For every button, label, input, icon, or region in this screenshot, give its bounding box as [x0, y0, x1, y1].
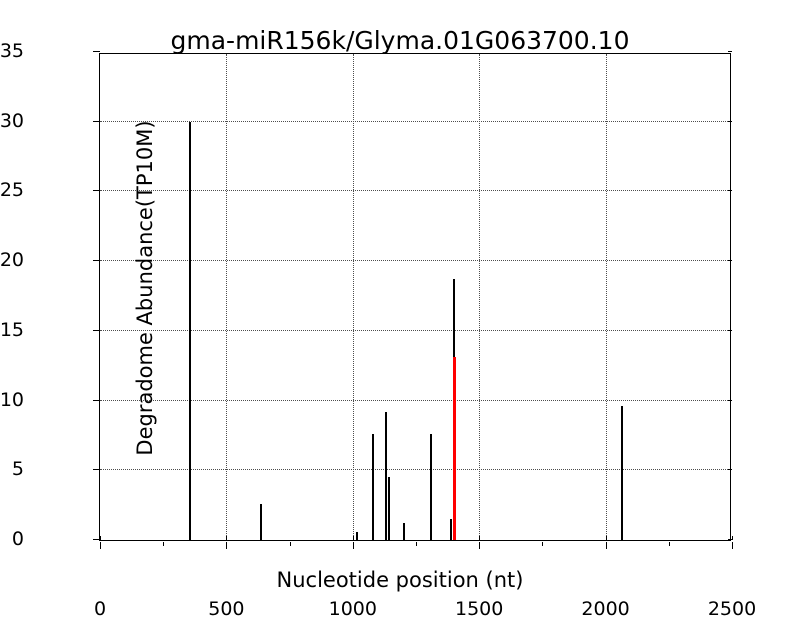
x-tick-label: 0 [93, 598, 107, 620]
y-tick [93, 190, 100, 192]
y-tick-inner [728, 539, 732, 540]
x-tick-minor [668, 542, 670, 546]
y-tick [93, 260, 100, 262]
y-tick-label: 15 [0, 318, 24, 341]
x-tick-minor [163, 542, 165, 546]
gridline-horizontal [100, 190, 730, 192]
y-tick [93, 51, 100, 52]
plot-area: 0 5 10 15 20 25 30 35 0 500 1000 1500 2000 2500 Degr… [0, 42, 756, 619]
bar-highlight [453, 357, 456, 540]
x-tick-label: 500 [208, 598, 245, 620]
gridline-horizontal [100, 399, 730, 401]
gridline-vertical [605, 54, 607, 540]
y-tick [93, 120, 100, 122]
bar [188, 121, 191, 540]
x-tick-inner [479, 536, 481, 540]
x-tick-minor [542, 542, 544, 546]
y-tick-label: 35 [0, 40, 24, 62]
gridline-horizontal [100, 469, 730, 471]
bar-series [100, 54, 730, 540]
x-tick-label: 1500 [455, 598, 504, 620]
bar [430, 434, 432, 540]
x-tick-inner [352, 536, 354, 540]
y-axis-title: Degradome Abundance(TP10M) [133, 120, 157, 456]
x-tick [100, 542, 101, 549]
gridline-horizontal [100, 120, 730, 122]
gridline-horizontal [100, 260, 730, 262]
y-tick-inner [728, 190, 732, 192]
y-tick-label: 30 [0, 109, 24, 132]
y-tick-inner [728, 51, 732, 52]
y-tick [93, 469, 100, 471]
x-tick [479, 542, 481, 549]
y-tick-inner [728, 260, 732, 262]
y-tick-label: 20 [0, 249, 24, 272]
x-tick-inner [732, 536, 733, 540]
y-tick-inner [728, 120, 732, 122]
bar [450, 519, 452, 540]
x-tick [605, 542, 607, 549]
bar [403, 523, 405, 540]
x-tick-label: 2500 [707, 598, 757, 620]
gridline-horizontal [100, 329, 730, 331]
bar [621, 406, 623, 540]
x-tick-label: 1000 [328, 598, 377, 620]
y-tick [93, 539, 100, 540]
gridlines [100, 54, 730, 540]
x-tick [732, 542, 733, 549]
x-tick-label: 2000 [581, 598, 630, 620]
x-tick-minor [289, 542, 291, 546]
y-tick-label: 25 [0, 179, 24, 202]
x-tick-minor [416, 542, 417, 546]
y-tick [93, 399, 100, 401]
gridline-vertical [226, 54, 228, 540]
x-tick-inner [100, 536, 101, 540]
y-tick-label: 5 [11, 458, 24, 481]
x-axis-title: Nucleotide position (nt) [276, 568, 524, 592]
gridline-vertical [479, 54, 481, 540]
bar [388, 477, 390, 540]
x-tick [352, 542, 354, 549]
x-tick-inner [605, 536, 607, 540]
bar [356, 531, 358, 540]
bar [260, 503, 262, 540]
y-tick-inner [728, 469, 732, 471]
y-tick-label: 0 [11, 528, 24, 550]
gridline-vertical [352, 54, 354, 540]
y-tick [93, 329, 100, 331]
y-tick-label: 10 [0, 388, 24, 411]
page-title: gma-miR156k/Glyma.01G063700.10 [170, 26, 630, 55]
x-tick [226, 542, 228, 549]
bar [385, 411, 387, 540]
bar [372, 434, 374, 540]
degradome-plot-figure: gma-miR156k/Glyma.01G063700.10 0 5 10 15 20 2… [0, 26, 757, 619]
y-tick-inner [728, 399, 732, 401]
y-tick-inner [728, 329, 732, 331]
x-tick-inner [226, 536, 228, 540]
